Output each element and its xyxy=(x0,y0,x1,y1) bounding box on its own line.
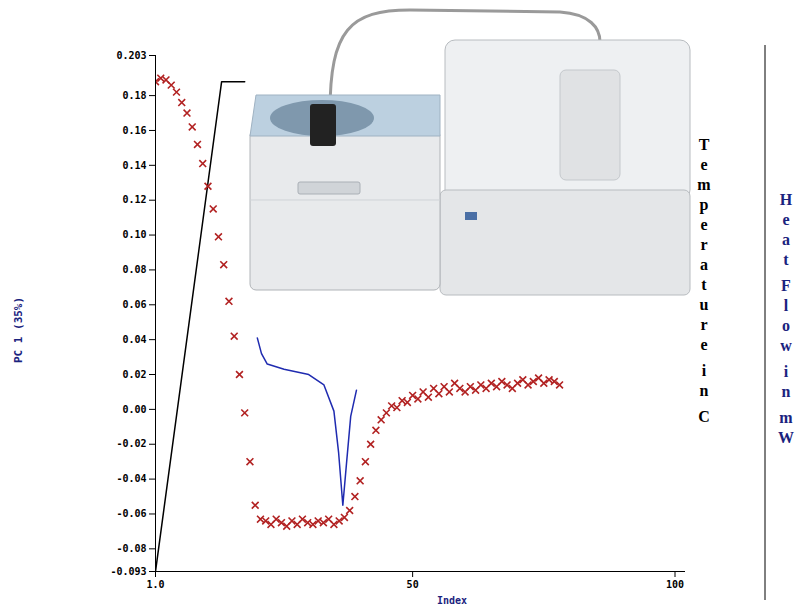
svg-text:e: e xyxy=(700,336,707,353)
svg-text:r: r xyxy=(700,316,707,333)
svg-text:-0.06: -0.06 xyxy=(116,508,146,519)
svg-text:n: n xyxy=(782,383,791,400)
svg-text:p: p xyxy=(700,196,709,214)
svg-text:-0.04: -0.04 xyxy=(116,473,146,484)
svg-text:0.06: 0.06 xyxy=(122,299,146,310)
svg-text:0.04: 0.04 xyxy=(122,334,146,345)
svg-text:e: e xyxy=(782,211,789,228)
svg-text:w: w xyxy=(780,337,792,354)
svg-text:e: e xyxy=(700,156,707,173)
svg-text:0.12: 0.12 xyxy=(122,194,146,205)
svg-text:C: C xyxy=(698,408,710,425)
svg-text:m: m xyxy=(697,176,711,193)
svg-text:a: a xyxy=(700,256,708,273)
svg-text:0.203: 0.203 xyxy=(116,50,146,61)
svg-text:PC 1 (35%): PC 1 (35%) xyxy=(12,297,25,363)
svg-text:u: u xyxy=(700,296,709,313)
svg-text:m: m xyxy=(779,409,793,426)
svg-text:0.08: 0.08 xyxy=(122,264,146,275)
svg-text:t: t xyxy=(783,251,789,268)
svg-text:F: F xyxy=(781,277,791,294)
svg-text:a: a xyxy=(782,231,790,248)
svg-text:o: o xyxy=(782,317,790,334)
svg-text:0.16: 0.16 xyxy=(122,125,146,136)
svg-text:0.18: 0.18 xyxy=(122,90,146,101)
svg-text:0.10: 0.10 xyxy=(122,229,146,240)
svg-text:i: i xyxy=(784,363,789,380)
svg-text:-0.02: -0.02 xyxy=(116,438,146,449)
svg-text:H: H xyxy=(780,191,793,208)
svg-text:e: e xyxy=(700,216,707,233)
svg-text:-0.08: -0.08 xyxy=(116,543,146,554)
svg-text:50: 50 xyxy=(407,579,419,590)
svg-text:0.00: 0.00 xyxy=(122,404,146,415)
svg-text:-0.093: -0.093 xyxy=(110,566,146,577)
svg-text:n: n xyxy=(700,382,709,399)
svg-text:1.0: 1.0 xyxy=(146,579,164,590)
svg-text:0.14: 0.14 xyxy=(122,160,146,171)
svg-text:i: i xyxy=(702,362,707,379)
svg-text:Index: Index xyxy=(437,595,467,606)
svg-text:l: l xyxy=(784,297,789,314)
svg-text:T: T xyxy=(699,136,710,153)
svg-text:W: W xyxy=(778,429,794,446)
svg-text:t: t xyxy=(701,276,707,293)
svg-text:r: r xyxy=(700,236,707,253)
svg-text:0.02: 0.02 xyxy=(122,369,146,380)
svg-text:100: 100 xyxy=(666,579,684,590)
